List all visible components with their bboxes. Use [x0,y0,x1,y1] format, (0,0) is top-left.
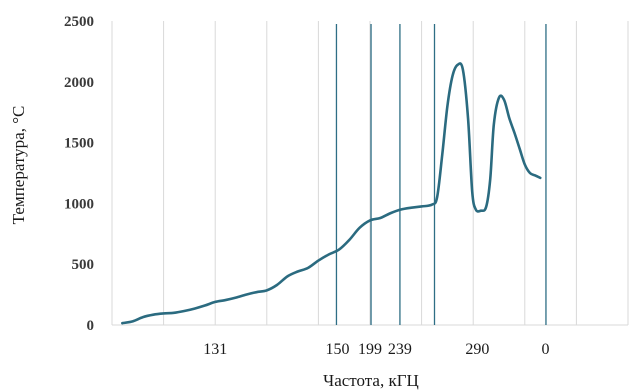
grid-layer [111,21,629,326]
y-tick-label: 0 [87,318,95,334]
y-axis-title: Температура, °C [9,106,28,225]
x-tick-label: 290 [465,341,489,358]
x-axis-title: Частота, кГЦ [323,371,419,390]
y-tick-label: 2000 [64,75,94,91]
series-line [121,62,542,325]
marker-layer [335,24,547,325]
y-tick-label: 2500 [64,14,94,30]
x-tick-label: 0 [541,341,549,358]
y-tick-label: 1000 [64,196,94,212]
x-tick-label: 150 [325,341,349,358]
y-tick-label: 500 [72,257,95,273]
x-tick-label: 199 [358,341,382,358]
y-ticks: 0 500 1000 1500 2000 2500 [64,14,94,334]
x-tick-label: 131 [203,341,227,358]
x-ticks: 131 150 199 239 290 0 [203,341,549,358]
x-tick-label: 239 [388,341,412,358]
y-tick-label: 1500 [64,136,94,152]
series-layer [121,62,542,325]
